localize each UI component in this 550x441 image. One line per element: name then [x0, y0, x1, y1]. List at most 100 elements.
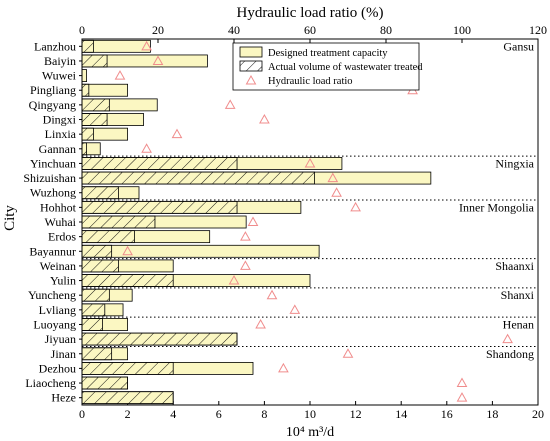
bottom-tick-label: 0 [79, 407, 85, 421]
bottom-tick-label: 20 [532, 407, 544, 421]
actual-volume-bar [81, 244, 113, 258]
y-axis-title: City [2, 205, 18, 231]
load-ratio-marker [240, 260, 251, 270]
actual-volume-bar [81, 259, 119, 273]
city-label: Erdos [48, 230, 76, 244]
city-label: Lanzhou [34, 39, 76, 53]
actual-volume-bar [81, 200, 238, 214]
city-label: Dezhou [39, 361, 76, 375]
bottom-axis-title: 10⁴ m³/d [286, 425, 334, 440]
load-ratio-marker [240, 231, 251, 241]
actual-volume-bar [81, 347, 113, 361]
city-label: Luoyang [33, 317, 76, 331]
city-label: Pingliang [30, 83, 76, 97]
load-ratio-marker [342, 348, 354, 358]
actual-volume-bar [81, 274, 174, 287]
city-label: Yulin [50, 274, 76, 288]
top-tick-label: 20 [152, 23, 164, 37]
legend-actual-swatch [239, 60, 263, 72]
city-label: Weinan [40, 259, 76, 273]
designed-capacity-bar [81, 69, 87, 83]
top-tick-label: 120 [529, 23, 547, 37]
legend-actual-label: Actual volume of wastewater treated [268, 62, 423, 73]
bar-layer [81, 39, 432, 405]
city-label: Heze [51, 391, 76, 405]
legend-designed-label: Designed treatment capacity [268, 48, 388, 59]
actual-volume-bar [81, 288, 110, 302]
city-label: Linxia [45, 127, 77, 141]
top-tick-label: 100 [453, 23, 471, 37]
load-ratio-marker [141, 143, 152, 153]
region-labels: Gansu Ningxia Inner Mongolia Shaanxi Shanxi H… [459, 39, 535, 360]
actual-volume-bar [81, 361, 174, 375]
load-ratio-marker [304, 157, 316, 168]
load-ratio-marker [259, 114, 270, 124]
city-label: Liaocheng [25, 376, 76, 390]
bottom-tick-label: 8 [261, 407, 267, 421]
load-ratio-marker [114, 70, 126, 80]
actual-volume-bar [81, 376, 128, 390]
city-label: Hohhot [40, 200, 77, 214]
bottom-tick-label: 10 [304, 407, 316, 421]
region-label: Ningxia [495, 156, 534, 170]
actual-volume-bar [81, 332, 238, 346]
load-ratio-marker [331, 187, 342, 197]
load-ratio-marker [247, 216, 259, 226]
actual-volume-bar [81, 171, 315, 185]
load-ratio-marker [171, 128, 183, 139]
actual-volume-bar [81, 186, 119, 200]
load-ratio-marker [502, 333, 513, 344]
load-ratio-marker [255, 318, 266, 329]
legend-load-ratio-label: Hydraulic load ratio [268, 76, 353, 87]
marker-layer [114, 40, 513, 402]
city-label: Jinan [51, 347, 76, 361]
region-label: Shaanxi [495, 259, 534, 273]
designed-capacity-bar [81, 244, 320, 258]
top-tick-label: 60 [304, 23, 316, 37]
region-label: Inner Mongolia [459, 200, 535, 214]
actual-volume-bar [81, 215, 156, 229]
legend-frame [232, 42, 420, 91]
load-ratio-marker [122, 245, 133, 256]
top-axis-title: Hydraulic load ratio (%) [236, 5, 383, 21]
actual-volume-bar [81, 98, 110, 112]
city-label: Wuzhong [30, 186, 76, 200]
region-label: Henan [503, 317, 534, 331]
legend: Designed treatment capacity Actual volum… [232, 42, 423, 91]
actual-volume-bar [81, 391, 174, 405]
city-label: Shizuishan [23, 171, 76, 185]
load-ratio-marker [327, 172, 339, 183]
load-ratio-marker [266, 289, 278, 300]
city-label: Qingyang [29, 98, 76, 112]
load-ratio-marker [350, 201, 361, 212]
bottom-tick-label: 18 [486, 407, 498, 421]
actual-volume-bar [81, 127, 94, 141]
bottom-tick-label: 4 [170, 407, 176, 421]
top-tick-label: 40 [228, 23, 240, 37]
load-ratio-marker [224, 99, 236, 109]
legend-designed-swatch [239, 46, 263, 58]
load-ratio-marker [456, 377, 468, 388]
actual-volume-bar [81, 54, 108, 68]
city-label: Yinchuan [30, 156, 76, 170]
city-label: Bayannur [29, 244, 76, 258]
actual-volume-bar [81, 113, 108, 126]
legend-load-ratio-marker [245, 74, 257, 85]
bottom-tick-label: 2 [125, 407, 131, 421]
plot-frame [81, 38, 539, 406]
region-label: Shandong [486, 347, 534, 361]
actual-volume-bar [81, 83, 90, 97]
bottom-tick-label: 14 [395, 407, 407, 421]
city-label: Yuncheng [28, 288, 76, 302]
city-label: Gannan [39, 142, 76, 156]
bottom-tick-label: 12 [350, 407, 362, 421]
load-ratio-marker [141, 40, 152, 51]
city-label: Lvliang [39, 303, 76, 317]
city-labels: LanzhouBaiyinWuweiPingliangQingyangDingx… [23, 39, 76, 404]
load-ratio-marker [228, 275, 240, 285]
top-tick-label: 0 [79, 23, 85, 37]
bottom-tick-label: 16 [441, 407, 453, 421]
load-ratio-marker [289, 304, 301, 314]
region-label: Gansu [503, 39, 534, 53]
